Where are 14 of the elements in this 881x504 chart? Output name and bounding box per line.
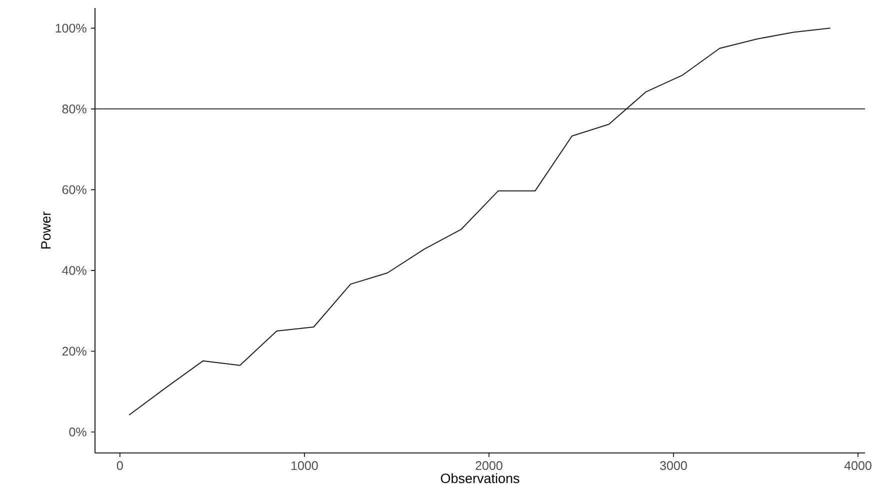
y-tick-label: 0% [69, 428, 86, 436]
x-tick-label: 2000 [476, 461, 502, 470]
x-axis-title: Observations [440, 473, 520, 484]
x-tick-label: 4000 [844, 461, 872, 470]
y-tick-label: 80% [62, 104, 86, 114]
y-tick-label: 100% [56, 24, 86, 33]
y-axis-title: Power [41, 212, 51, 249]
y-tick-label: 40% [62, 266, 86, 275]
x-tick-label: 1000 [291, 461, 318, 470]
x-tick-label: 3000 [660, 461, 687, 470]
x-tick-label: 0 [116, 461, 123, 470]
line-series [128, 28, 831, 416]
y-tick-label: 20% [62, 346, 86, 356]
y-tick-label: 60% [62, 185, 86, 194]
